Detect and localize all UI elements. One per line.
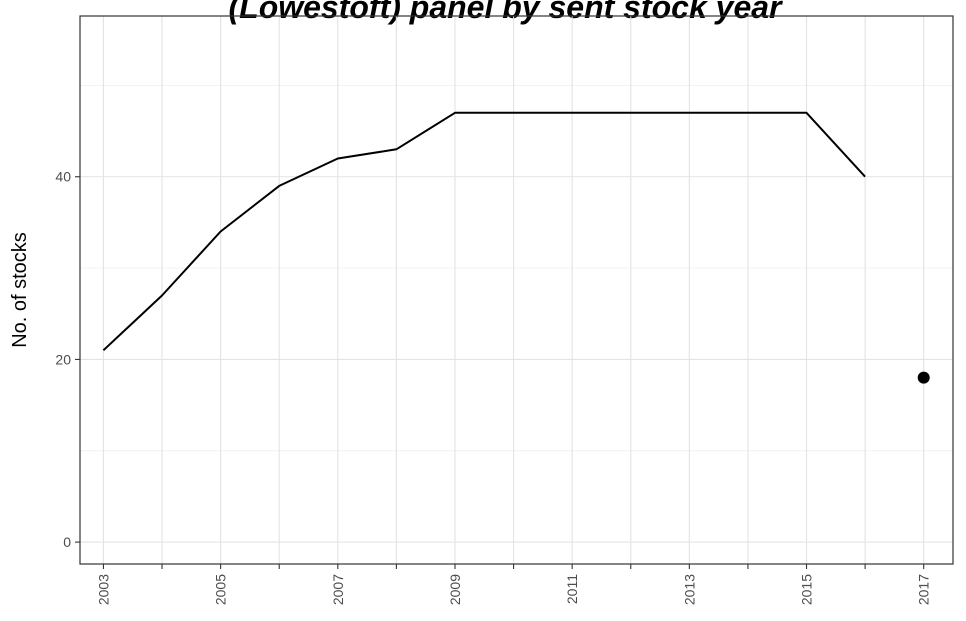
y-tick-label: 0: [63, 534, 71, 550]
axes: 0 20 40 2003 2005 2007 2009 2011 2013 2015 2017: [55, 169, 931, 605]
chart-title: (Lowestoft) panel by sent stock year: [228, 0, 783, 25]
series-layer: [102, 111, 930, 384]
x-tick-label: 2007: [330, 574, 346, 605]
x-tick-label: 2009: [447, 574, 463, 605]
x-tick-label: 2005: [213, 574, 229, 605]
x-tick-label: 2015: [799, 574, 815, 605]
y-tick-label: 20: [55, 351, 71, 367]
series-line: [102, 111, 866, 352]
data-point: [917, 371, 930, 384]
y-axis-label: No. of stocks: [9, 232, 31, 348]
x-tick-label: 2013: [681, 574, 697, 605]
y-tick-label: 40: [55, 169, 71, 185]
x-tick-label: 2011: [564, 574, 580, 604]
grid: [80, 16, 953, 564]
x-tick-label: 2017: [916, 574, 932, 605]
plot-panel: [79, 15, 954, 565]
x-tick-label: 2003: [95, 574, 111, 605]
